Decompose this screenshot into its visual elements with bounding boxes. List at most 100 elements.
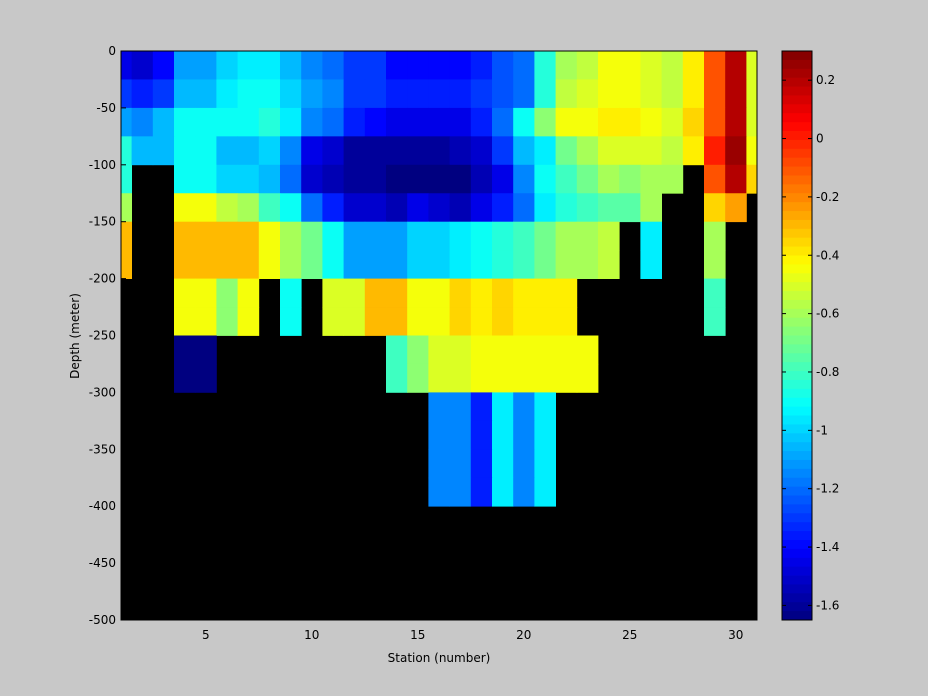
y-tick-label: -500: [89, 613, 116, 627]
heatmap-cell: [598, 193, 620, 223]
heatmap-cell: [322, 278, 344, 308]
heatmap-cell: [407, 193, 429, 223]
heatmap-cell: [576, 51, 599, 80]
colorbar-segment: [782, 433, 812, 443]
heatmap-cell: [704, 164, 726, 194]
heatmap-cell: [492, 136, 514, 166]
heatmap-cell: [121, 250, 132, 279]
colorbar-segment: [782, 459, 812, 470]
colorbar-segment: [782, 362, 812, 372]
colorbar-segment: [782, 388, 812, 399]
heatmap-cell: [534, 79, 556, 109]
heatmap-cell: [343, 250, 366, 279]
heatmap-cell: [322, 164, 344, 194]
heatmap-cell: [640, 164, 662, 194]
heatmap-cell: [386, 79, 408, 109]
heatmap-cell: [280, 136, 302, 166]
heatmap-cell: [555, 79, 578, 109]
heatmap-cell: [513, 420, 535, 450]
heatmap-cell: [386, 107, 408, 137]
heatmap-cell: [428, 193, 450, 223]
heatmap-cell: [428, 392, 450, 422]
heatmap-cell: [576, 193, 599, 223]
colorbar-segment: [782, 255, 812, 265]
heatmap-cell: [174, 51, 196, 80]
heatmap-cell: [513, 136, 535, 166]
heatmap-cell: [258, 221, 281, 251]
heatmap-cell: [555, 107, 578, 137]
heatmap-cell: [407, 107, 429, 137]
heatmap-cell: [492, 449, 514, 479]
heatmap-cell: [258, 136, 281, 166]
heatmap-cell: [534, 250, 556, 279]
heatmap-cell: [216, 107, 238, 137]
colorbar-tick-label: -0.6: [816, 307, 839, 321]
y-tick-label: -200: [89, 272, 116, 286]
heatmap-cell: [449, 51, 472, 80]
heatmap-cell: [301, 51, 323, 80]
heatmap-cell: [640, 79, 662, 109]
heatmap-cell: [121, 221, 132, 251]
heatmap-cell: [449, 335, 472, 365]
heatmap-cell: [174, 136, 196, 166]
heatmap-cell: [428, 477, 450, 507]
colorbar-segment: [782, 77, 812, 87]
heatmap-cell: [449, 79, 472, 109]
heatmap-cell: [195, 278, 217, 308]
heatmap-cell: [121, 164, 132, 194]
colorbar-segment: [782, 451, 812, 461]
heatmap-cell: [513, 79, 535, 109]
heatmap-cell: [492, 107, 514, 137]
y-axis-label: Depth (meter): [68, 293, 82, 379]
heatmap-cell: [746, 51, 758, 80]
heatmap-cell: [131, 79, 154, 109]
heatmap-cell: [725, 164, 747, 194]
heatmap-cell: [619, 51, 641, 80]
heatmap-cell: [492, 278, 514, 308]
heatmap-cell: [322, 51, 344, 80]
colorbar-segment: [782, 548, 812, 559]
heatmap-cell: [619, 107, 641, 137]
colorbar-segment: [782, 184, 812, 194]
heatmap-cell: [364, 136, 387, 166]
colorbar-segment: [782, 51, 812, 61]
heatmap-cell: [364, 51, 387, 80]
heatmap-cell: [470, 250, 493, 279]
x-tick-label: 25: [622, 628, 637, 642]
colorbar-segment: [782, 477, 812, 488]
heatmap-cell: [492, 79, 514, 109]
heatmap-cell: [555, 278, 578, 308]
colorbar: 0.2 0 -0.2 -0.4 -0.6 -0.8 -1 -1.2 -1.4 -1.6: [781, 50, 839, 621]
heatmap-cell: [449, 278, 472, 308]
heatmap-cell: [534, 335, 556, 365]
heatmap-cell: [237, 307, 260, 336]
heatmap-cell: [555, 307, 578, 336]
heatmap-cell: [513, 278, 535, 308]
heatmap-cell: [449, 250, 472, 279]
colorbar-segment: [782, 575, 812, 585]
colorbar-segment: [782, 68, 812, 79]
heatmap-cell: [428, 335, 450, 365]
colorbar-segment: [782, 139, 812, 150]
colorbar-segment: [782, 237, 812, 247]
heatmap-cell: [428, 107, 450, 137]
heatmap-cell: [216, 79, 238, 109]
heatmap-cell: [216, 164, 238, 194]
x-axis-label: Station (number): [388, 651, 491, 665]
heatmap-cell: [174, 335, 196, 365]
heatmap-cell: [386, 250, 408, 279]
heatmap-cell: [216, 307, 238, 336]
heatmap-cell: [534, 477, 556, 507]
x-tick-label: 10: [304, 628, 319, 642]
colorbar-segment: [782, 211, 812, 221]
colorbar-segment: [782, 131, 812, 141]
colorbar-segment: [782, 246, 812, 256]
heatmap-cell: [576, 363, 599, 393]
heatmap-cell: [322, 193, 344, 223]
heatmap-cell: [258, 79, 281, 109]
heatmap-cell: [428, 136, 450, 166]
heatmap-cell: [555, 193, 578, 223]
heatmap-cell: [216, 136, 238, 166]
heatmap-cell: [386, 221, 408, 251]
heatmap-cell: [121, 107, 132, 137]
